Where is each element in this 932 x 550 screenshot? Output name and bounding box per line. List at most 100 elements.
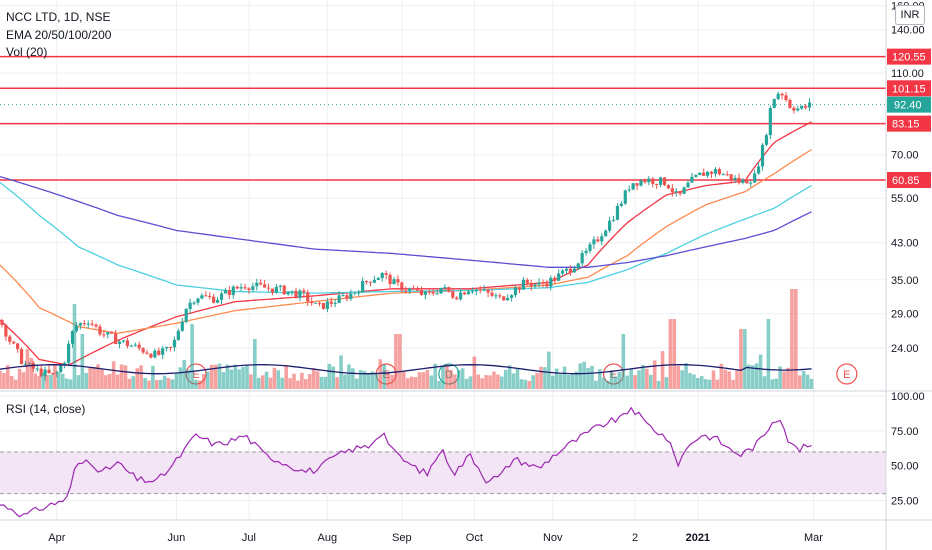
candle — [807, 98, 812, 112]
candle — [137, 341, 141, 351]
volume-bar — [774, 378, 779, 389]
volume-bar — [29, 358, 34, 389]
price-level-label[interactable]: 101.15 — [887, 80, 931, 97]
volume-bar — [366, 373, 371, 389]
candle — [800, 105, 804, 111]
volume-bar — [433, 363, 437, 389]
volume-bar — [6, 365, 10, 389]
volume-bar — [680, 370, 684, 389]
volume-bar — [394, 334, 398, 389]
candle — [129, 344, 133, 347]
candle — [98, 324, 102, 337]
candle — [400, 281, 404, 293]
rsi-legend[interactable]: RSI (14, close) — [6, 402, 86, 416]
candle — [596, 236, 600, 243]
volume-bar — [319, 376, 324, 389]
badge-label: E — [843, 369, 850, 381]
candle-body — [486, 289, 490, 293]
ema100-line[interactable] — [0, 181, 812, 294]
candle — [125, 337, 130, 349]
volume-bar — [543, 367, 547, 389]
volume-legend[interactable]: Vol (20) — [6, 45, 48, 59]
candle — [333, 299, 337, 308]
candle — [255, 278, 259, 291]
candle — [274, 284, 278, 294]
volume-bar — [746, 364, 751, 389]
price-level-label[interactable]: 60.85 — [887, 171, 931, 188]
volume-bar — [648, 374, 653, 389]
volume-bar — [370, 371, 375, 389]
price-level-label[interactable]: 120.55 — [887, 48, 931, 65]
candle-body — [270, 288, 275, 293]
candle-body — [63, 362, 67, 366]
volume-bar — [307, 373, 312, 389]
volume-bar — [503, 369, 508, 389]
volume-bar — [449, 369, 453, 389]
volume-bar — [347, 364, 351, 389]
rsi-panel[interactable] — [0, 406, 886, 518]
candle-body — [725, 174, 729, 176]
candle — [415, 286, 420, 291]
candle — [59, 364, 63, 373]
candle — [768, 105, 772, 140]
candle — [643, 178, 647, 184]
candle-body — [125, 340, 130, 347]
level-label-text: 101.15 — [892, 83, 926, 95]
volume-bar — [296, 380, 300, 389]
candle — [51, 372, 55, 376]
currency-badge[interactable]: INR — [895, 5, 925, 25]
volume-bar — [233, 364, 238, 389]
candle-body — [145, 352, 149, 354]
volume-bar — [362, 370, 367, 389]
volume-bar — [45, 375, 49, 389]
candle-body — [172, 339, 177, 348]
candle — [615, 203, 620, 221]
volume-bar — [550, 375, 555, 389]
candle — [745, 177, 749, 184]
volume-bar — [554, 368, 559, 389]
ema200-line[interactable] — [0, 175, 812, 268]
candle — [411, 285, 416, 291]
candle — [317, 301, 322, 307]
candle — [349, 289, 353, 301]
candle-body — [541, 282, 545, 284]
candle-body — [212, 296, 216, 303]
price-level-label[interactable]: 83.15 — [887, 115, 931, 132]
candle — [364, 280, 369, 285]
candle — [784, 92, 788, 102]
candle — [682, 186, 686, 195]
ema20-line[interactable] — [0, 121, 812, 366]
candle — [541, 279, 545, 288]
symbol-legend[interactable]: NCC LTD, 1D, NSE — [6, 10, 111, 24]
candle-body — [415, 289, 420, 291]
candle — [658, 176, 663, 188]
volume-bar — [641, 364, 645, 389]
volume-panel[interactable] — [0, 289, 814, 389]
volume-bar — [213, 364, 218, 389]
candle — [345, 292, 349, 302]
volume-bar — [754, 363, 759, 389]
candle — [223, 288, 228, 294]
candle — [702, 168, 706, 176]
candle — [572, 265, 576, 273]
volume-bar — [276, 370, 281, 389]
candle — [337, 291, 341, 304]
candle — [619, 201, 623, 208]
volume-bar — [735, 369, 739, 389]
time-tick-label: Nov — [543, 532, 563, 544]
candle-body — [117, 341, 122, 345]
candle — [270, 288, 275, 296]
candle-body — [302, 290, 306, 293]
volume-bar — [401, 371, 406, 389]
rsi-line[interactable] — [0, 406, 812, 518]
candle — [23, 360, 28, 366]
earnings-badge[interactable]: E — [836, 363, 858, 385]
ema-legend[interactable]: EMA 20/50/100/200 — [6, 28, 112, 42]
volume-bar — [260, 375, 265, 389]
volume-bar — [221, 372, 226, 389]
candle-body — [176, 330, 180, 340]
volume-bar — [609, 370, 614, 389]
candle-body — [329, 301, 333, 304]
